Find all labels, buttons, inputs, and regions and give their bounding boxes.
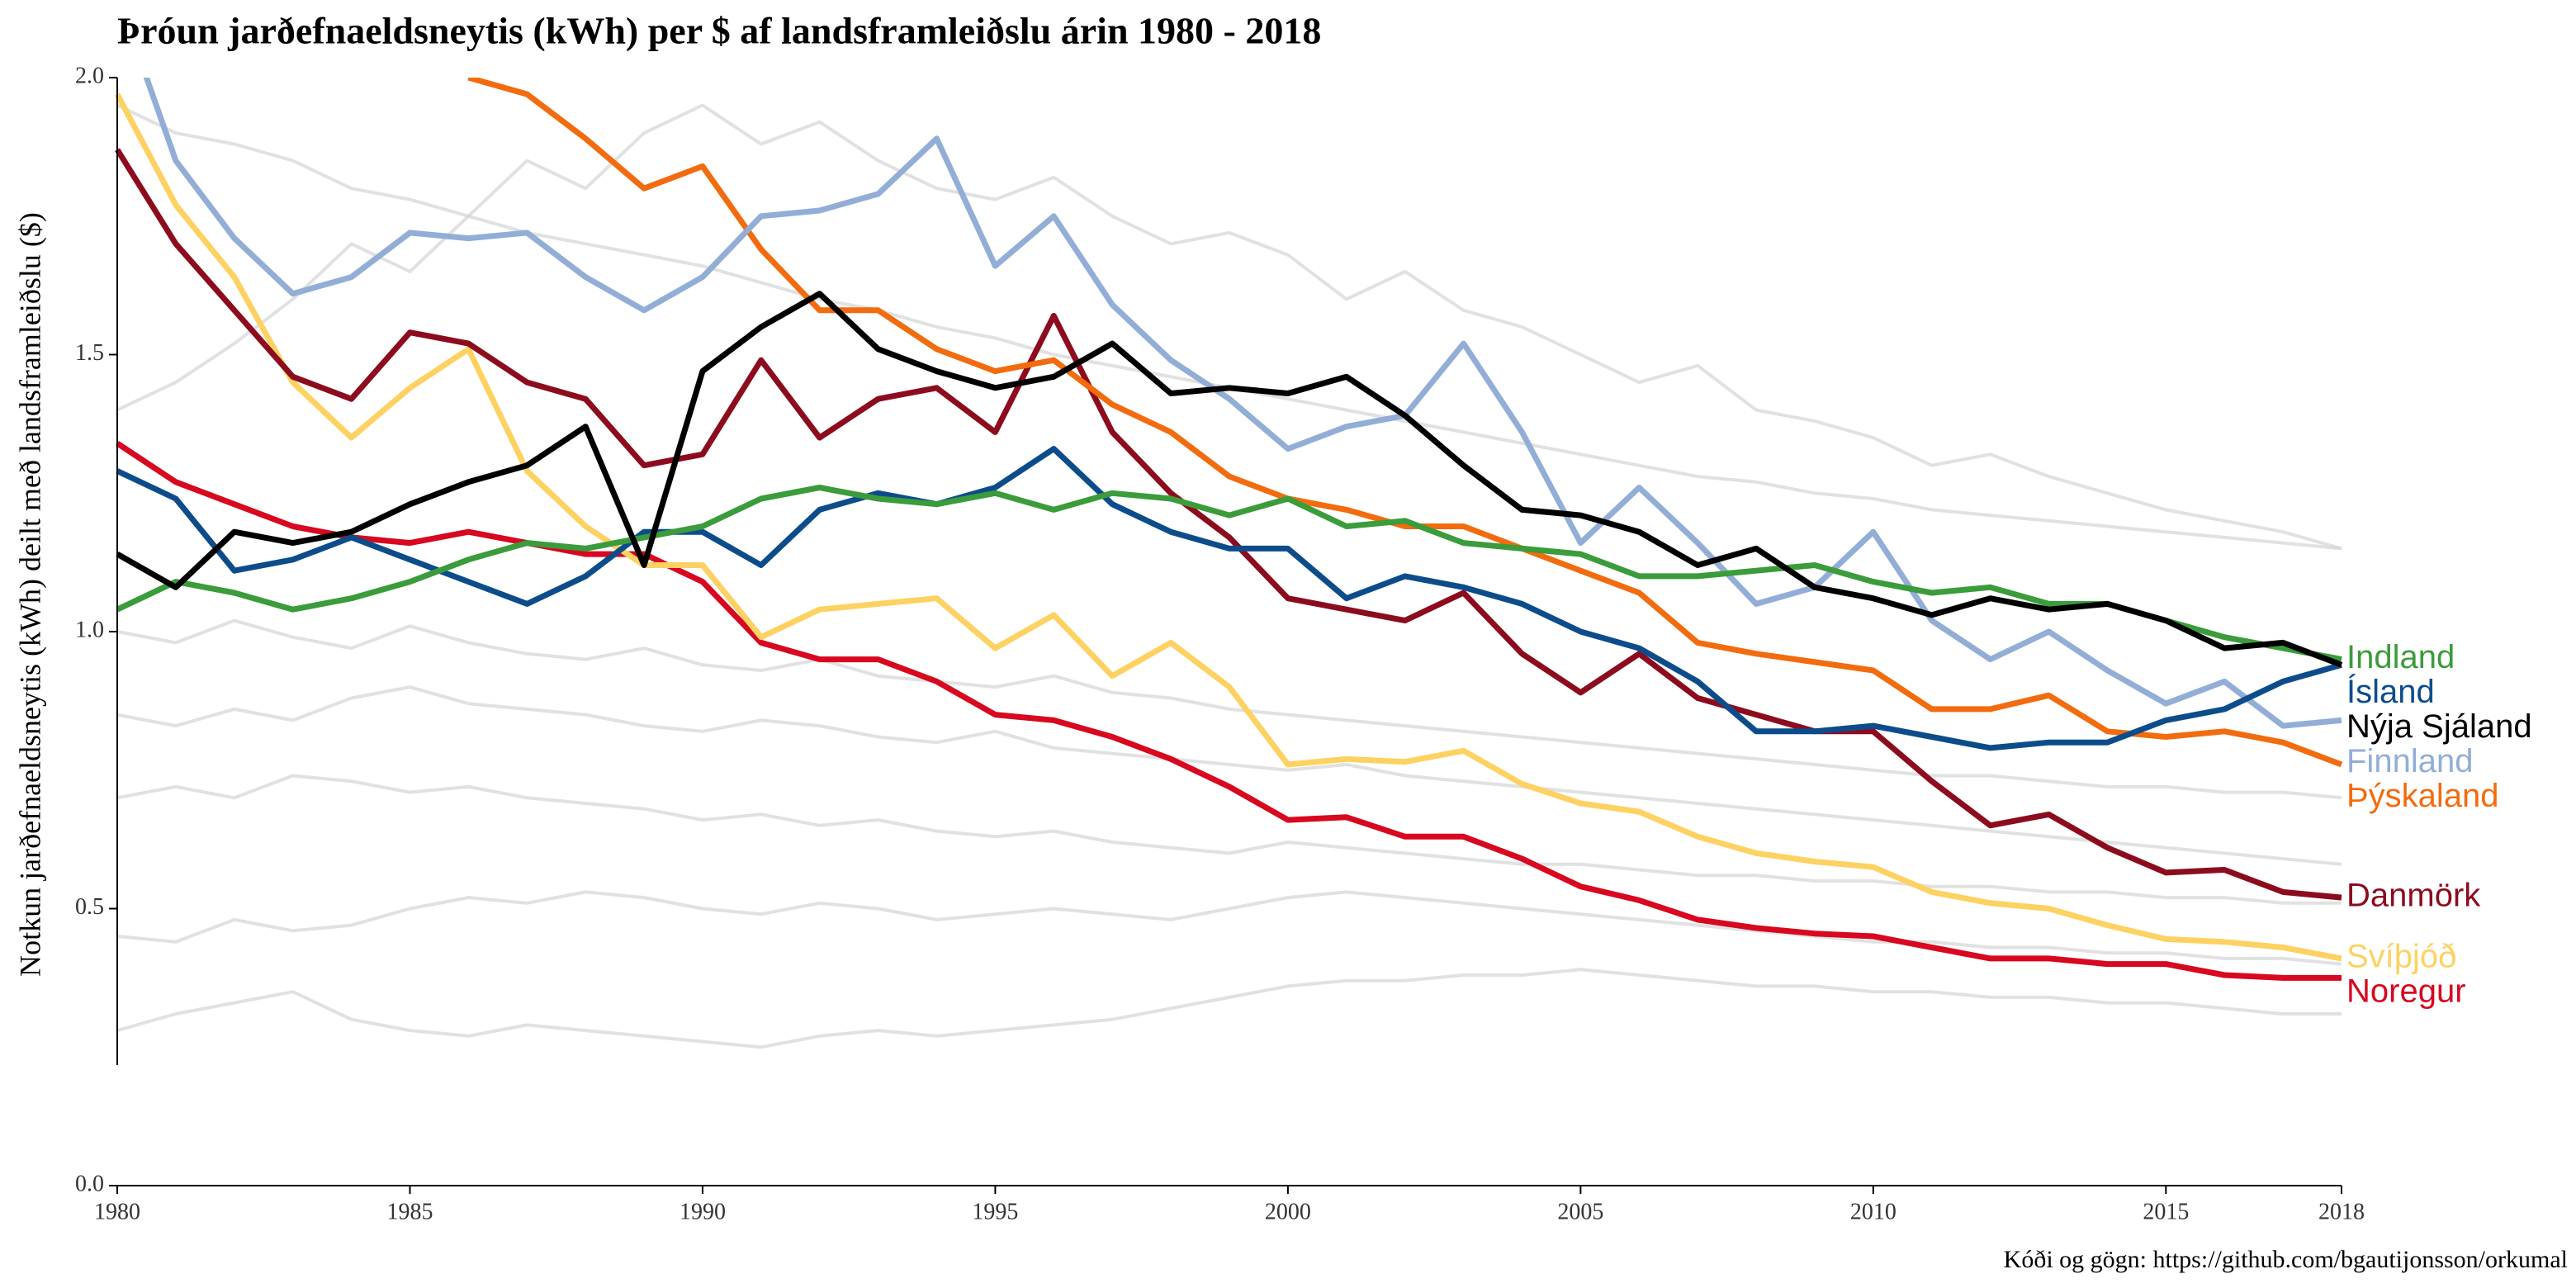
x-tick-label: 2010 bbox=[1850, 1199, 1896, 1224]
series-label: Finnland bbox=[2346, 743, 2473, 779]
series-line bbox=[116, 291, 2343, 668]
y-tick-label: 1.0 bbox=[75, 617, 104, 642]
background-line bbox=[116, 103, 2342, 551]
series-line bbox=[116, 440, 2342, 981]
series-label: Nýja Sjáland bbox=[2346, 708, 2532, 745]
chart-title: Þróun jarðefnaeldsneytis (kWh) per $ af … bbox=[117, 10, 1321, 52]
series-line bbox=[116, 485, 2342, 663]
background-line bbox=[116, 618, 2342, 800]
x-tick-label: 2018 bbox=[2318, 1199, 2365, 1224]
series-label: Noregur bbox=[2346, 973, 2466, 1009]
x-tick-label: 1995 bbox=[972, 1199, 1018, 1224]
background-line bbox=[116, 968, 2342, 1049]
series-label: Þýskaland bbox=[2346, 778, 2499, 814]
y-tick-label: 0.0 bbox=[75, 1171, 104, 1196]
caption: Kóði og gögn: https://github.com/bgautij… bbox=[2004, 1246, 2568, 1273]
series-line bbox=[114, 92, 2342, 962]
plot-area bbox=[114, 78, 2343, 1049]
x-tick-label: 1990 bbox=[680, 1199, 726, 1224]
y-tick-label: 1.5 bbox=[75, 340, 104, 366]
background-line bbox=[116, 685, 2342, 866]
series-line bbox=[116, 446, 2342, 751]
y-axis-label: Notkun jarðefnaeldsneytis (kWh) deilt me… bbox=[13, 212, 46, 977]
series-label: Indland bbox=[2346, 639, 2455, 675]
series-line bbox=[467, 78, 2343, 768]
x-tick-label: 2005 bbox=[1557, 1199, 1603, 1224]
x-tick-label: 2000 bbox=[1265, 1199, 1311, 1224]
x-tick-label: 2015 bbox=[2143, 1199, 2189, 1224]
x-tick-label: 1980 bbox=[94, 1199, 140, 1224]
series-label: Danmörk bbox=[2346, 878, 2481, 914]
background-line bbox=[116, 774, 2342, 905]
x-tick-label: 1985 bbox=[386, 1199, 433, 1224]
background-line bbox=[116, 890, 2342, 966]
y-tick-label: 2.0 bbox=[75, 63, 104, 88]
y-tick-label: 0.5 bbox=[75, 894, 104, 920]
series-line bbox=[143, 78, 2342, 729]
series-label: Ísland bbox=[2346, 673, 2435, 710]
series-line bbox=[115, 148, 2342, 901]
series-label: Svíþjóð bbox=[2346, 938, 2456, 974]
